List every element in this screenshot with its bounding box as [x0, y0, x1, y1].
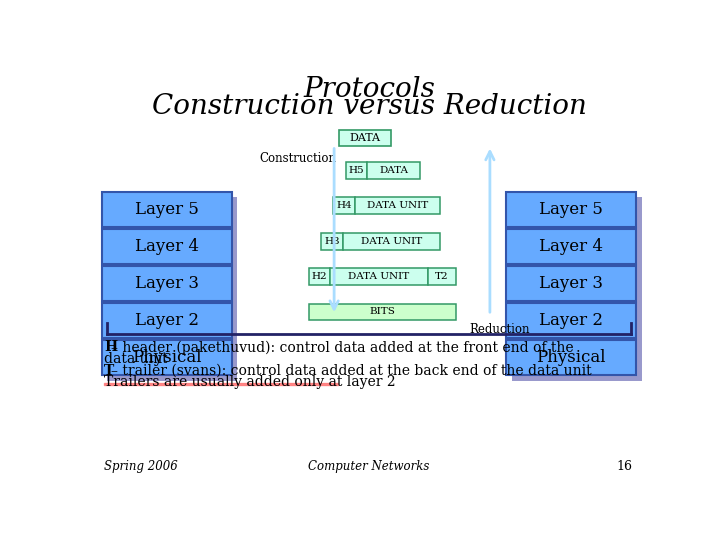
FancyBboxPatch shape — [309, 268, 330, 285]
FancyBboxPatch shape — [506, 229, 636, 264]
Text: H2: H2 — [312, 272, 327, 281]
FancyBboxPatch shape — [367, 162, 420, 179]
FancyBboxPatch shape — [428, 268, 456, 285]
Text: Spring 2006: Spring 2006 — [104, 460, 178, 473]
Text: Layer 3: Layer 3 — [539, 275, 603, 292]
Text: Layer 5: Layer 5 — [135, 201, 199, 218]
Text: Construction versus Reduction: Construction versus Reduction — [152, 92, 586, 119]
Text: – trailer (svans): control data added at the back end of the data unit: – trailer (svans): control data added at… — [111, 363, 592, 377]
FancyBboxPatch shape — [506, 192, 636, 227]
Text: Trailers are usually added only at layer 2: Trailers are usually added only at layer… — [104, 375, 395, 389]
Text: T: T — [104, 363, 114, 377]
Text: BITS: BITS — [369, 307, 395, 316]
FancyBboxPatch shape — [330, 268, 428, 285]
FancyBboxPatch shape — [102, 340, 232, 375]
FancyBboxPatch shape — [506, 303, 636, 338]
Text: DATA UNIT: DATA UNIT — [348, 272, 410, 281]
Text: Computer Networks: Computer Networks — [308, 460, 430, 473]
Text: H5: H5 — [348, 166, 364, 175]
FancyBboxPatch shape — [346, 162, 367, 179]
Text: Layer 4: Layer 4 — [135, 238, 199, 255]
Text: T2: T2 — [435, 272, 449, 281]
FancyBboxPatch shape — [102, 229, 232, 264]
Text: Layer 2: Layer 2 — [539, 312, 603, 329]
Text: Physical: Physical — [132, 349, 202, 366]
FancyBboxPatch shape — [107, 197, 238, 381]
FancyBboxPatch shape — [506, 340, 636, 375]
Text: H4: H4 — [336, 201, 352, 210]
Text: H3: H3 — [324, 237, 340, 246]
FancyBboxPatch shape — [102, 266, 232, 301]
FancyBboxPatch shape — [102, 192, 232, 227]
Text: Layer 4: Layer 4 — [539, 238, 603, 255]
FancyBboxPatch shape — [102, 303, 232, 338]
FancyBboxPatch shape — [512, 197, 642, 381]
FancyBboxPatch shape — [343, 233, 441, 249]
Text: DATA UNIT: DATA UNIT — [367, 201, 428, 210]
Text: Layer 2: Layer 2 — [135, 312, 199, 329]
FancyBboxPatch shape — [321, 233, 343, 249]
Text: data unit: data unit — [104, 352, 168, 366]
FancyBboxPatch shape — [309, 303, 456, 320]
Text: Reduction: Reduction — [469, 323, 530, 336]
Text: Layer 3: Layer 3 — [135, 275, 199, 292]
Text: Physical: Physical — [536, 349, 606, 366]
FancyBboxPatch shape — [355, 197, 441, 214]
Text: Layer 5: Layer 5 — [539, 201, 603, 218]
Text: DATA: DATA — [350, 133, 381, 143]
Text: 16: 16 — [616, 460, 632, 473]
FancyBboxPatch shape — [506, 266, 636, 301]
Text: H: H — [104, 340, 117, 354]
FancyBboxPatch shape — [333, 197, 355, 214]
Text: DATA: DATA — [379, 166, 408, 175]
FancyBboxPatch shape — [339, 130, 392, 146]
Text: Protocols: Protocols — [303, 76, 435, 103]
Text: – header (pakethuvud): control data added at the front end of the: – header (pakethuvud): control data adde… — [111, 340, 574, 355]
Text: Construction: Construction — [259, 152, 336, 165]
Text: DATA UNIT: DATA UNIT — [361, 237, 422, 246]
